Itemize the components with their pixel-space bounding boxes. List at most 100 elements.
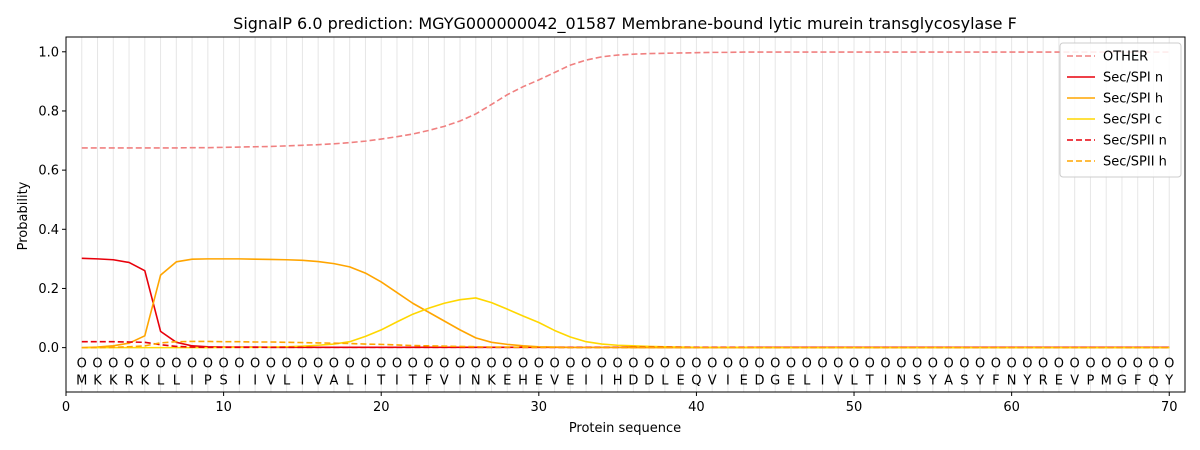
position-marker: O	[234, 356, 244, 371]
sequence-letter: I	[253, 373, 257, 388]
position-marker: O	[534, 356, 544, 371]
sequence-letter: V	[708, 373, 717, 388]
position-marker: O	[439, 356, 449, 371]
position-marker: O	[660, 356, 670, 371]
position-marker: O	[329, 356, 339, 371]
sequence-letter: R	[1039, 373, 1048, 388]
position-marker: O	[676, 356, 686, 371]
position-marker: O	[171, 356, 181, 371]
position-marker: O	[486, 356, 496, 371]
position-marker: O	[613, 356, 623, 371]
sequence-letter: M	[1101, 373, 1112, 388]
sequence-letter: N	[471, 373, 481, 388]
sequence-letter: H	[613, 373, 623, 388]
sequence-letter: I	[364, 373, 368, 388]
sequence-letter: F	[1134, 373, 1141, 388]
position-marker: O	[108, 356, 118, 371]
sequence-letter: V	[834, 373, 843, 388]
sequence-letter: V	[440, 373, 449, 388]
position-marker: O	[376, 356, 386, 371]
legend-label: Sec/SPI c	[1103, 113, 1162, 128]
x-tick-label: 40	[688, 400, 705, 415]
sequence-letter: Y	[975, 373, 984, 388]
sequence-letter: L	[173, 373, 181, 388]
position-marker: O	[297, 356, 307, 371]
sequence-letter: M	[76, 373, 87, 388]
series-line-sec-spii-h	[81, 340, 1170, 349]
position-marker: O	[754, 356, 764, 371]
sequence-letter: Y	[1022, 373, 1031, 388]
position-marker: O	[739, 356, 749, 371]
sequence-letter: I	[884, 373, 888, 388]
position-marker: O	[1133, 356, 1143, 371]
position-marker: O	[565, 356, 575, 371]
sequence-letter: E	[740, 373, 748, 388]
sequence-letter: S	[219, 373, 227, 388]
position-marker: O	[597, 356, 607, 371]
position-marker: O	[1117, 356, 1127, 371]
position-marker: O	[628, 356, 638, 371]
y-tick-label: 0.6	[38, 164, 59, 179]
legend-label: Sec/SPII h	[1103, 155, 1167, 170]
sequence-letter: V	[1070, 373, 1079, 388]
position-marker: O	[187, 356, 197, 371]
position-marker: O	[250, 356, 260, 371]
position-marker: O	[786, 356, 796, 371]
position-marker: O	[360, 356, 370, 371]
sequence-letter: E	[566, 373, 574, 388]
position-marker: O	[833, 356, 843, 371]
sequence-letter: S	[960, 373, 968, 388]
y-tick-label: 0.0	[38, 341, 59, 356]
position-marker: O	[455, 356, 465, 371]
position-marker: O	[392, 356, 402, 371]
plot-frame	[65, 36, 1186, 393]
sequence-gridlines	[81, 37, 1170, 392]
sequence-letter: A	[944, 373, 953, 388]
sequence-letter: G	[770, 373, 780, 388]
y-axis-label: Probability	[16, 181, 31, 250]
position-marker: O	[644, 356, 654, 371]
chart-title: SignalP 6.0 prediction: MGYG000000042_01…	[233, 14, 1017, 34]
position-marker: O	[345, 356, 355, 371]
position-marker: O	[423, 356, 433, 371]
sequence-letter: G	[1117, 373, 1127, 388]
sequence-letter: T	[376, 373, 385, 388]
chart-legend: OTHER Sec/SPI n Sec/SPI h Sec/SPI c Sec/SPII…	[1059, 42, 1182, 178]
sequence-letter: F	[425, 373, 432, 388]
sequence-letter: I	[458, 373, 462, 388]
sequence-letter: R	[125, 373, 134, 388]
sequence-letter: L	[346, 373, 354, 388]
position-marker: O	[928, 356, 938, 371]
series-line-other	[81, 51, 1170, 149]
series-layer	[81, 51, 1170, 349]
sequence-letter: I	[190, 373, 194, 388]
sequence-letter: K	[487, 373, 496, 388]
position-marker: O	[92, 356, 102, 371]
series-line-sec-spi-h	[81, 258, 1170, 349]
sequence-letter: I	[237, 373, 241, 388]
position-marker: O	[817, 356, 827, 371]
x-axis-label: Protein sequence	[569, 421, 681, 436]
position-marker: O	[723, 356, 733, 371]
sequence-letter: I	[600, 373, 604, 388]
sequence-letter: N	[1007, 373, 1017, 388]
x-tick-label: 70	[1161, 400, 1178, 415]
sequence-letter: Y	[1164, 373, 1173, 388]
sequence-letter: I	[300, 373, 304, 388]
position-marker: O	[518, 356, 528, 371]
x-tick-label: 0	[62, 400, 70, 415]
position-marker: O	[1054, 356, 1064, 371]
position-marker: O	[408, 356, 418, 371]
sequence-letter: K	[109, 373, 118, 388]
position-marker: O	[802, 356, 812, 371]
series-line-sec-spi-n	[81, 257, 1170, 349]
sequence-letter: L	[661, 373, 669, 388]
position-marker: O	[282, 356, 292, 371]
position-marker: O	[1007, 356, 1017, 371]
sequence-letter: H	[518, 373, 528, 388]
sequence-letter: I	[584, 373, 588, 388]
y-tick-label: 0.2	[38, 282, 59, 297]
